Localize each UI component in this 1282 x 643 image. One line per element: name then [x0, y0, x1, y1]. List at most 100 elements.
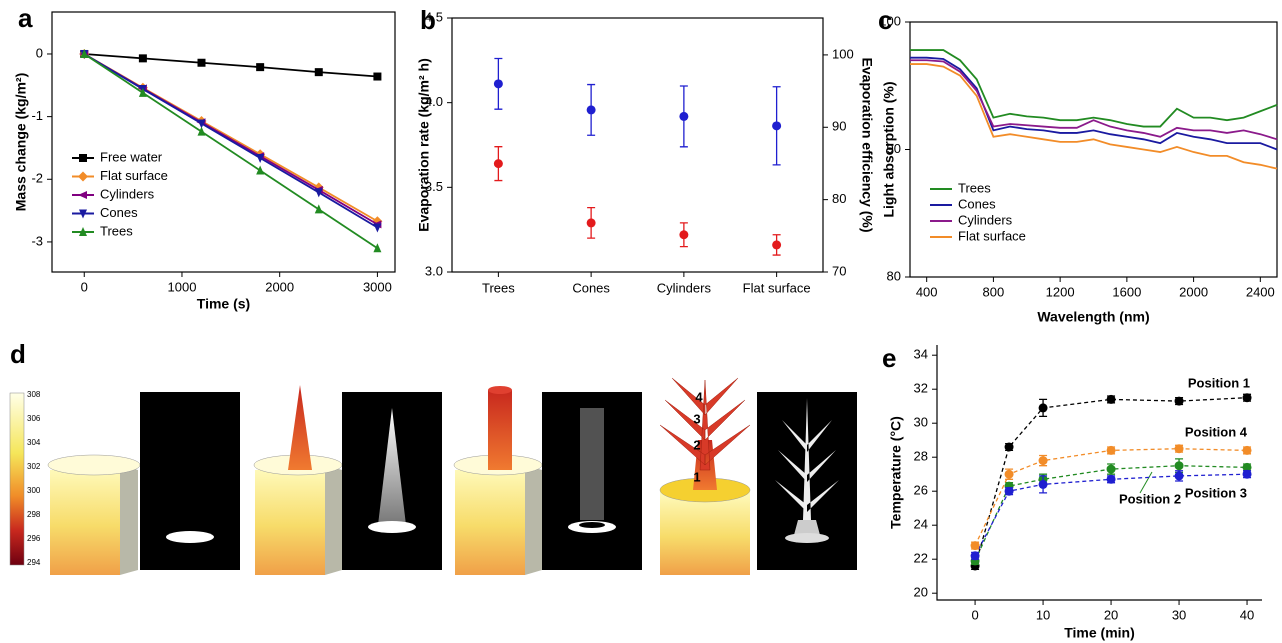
y-tick-label: 3.5: [425, 179, 443, 194]
y-tick-label: -2: [31, 171, 43, 186]
marker: [1106, 394, 1116, 404]
x-tick-label: 0: [81, 279, 88, 294]
legend-label: Cones: [958, 196, 996, 211]
connector-line: [974, 448, 1248, 546]
model-side: [120, 465, 138, 575]
marker: [970, 541, 980, 551]
marker: [1038, 403, 1048, 413]
model-body: [50, 465, 120, 575]
model-branches: [659, 377, 751, 471]
marker: [79, 227, 87, 236]
marker: [256, 165, 265, 175]
x-tick-label: Flat surface: [743, 280, 811, 295]
model-side: [325, 465, 342, 575]
legend-label: Free water: [100, 149, 163, 164]
colorbar-tick-label: 308: [27, 390, 41, 399]
model-cone: [288, 385, 312, 470]
connector-line: [974, 473, 1248, 557]
series-label: Position 2: [1119, 491, 1181, 506]
y-axis-title: Evaporation rate (kg/m² h): [416, 58, 432, 231]
x-axis-title: Time (s): [197, 296, 250, 312]
y-tick-label: 3.0: [425, 263, 443, 278]
marker: [1106, 464, 1116, 474]
y-axis-title: Temperature (°C): [888, 416, 904, 529]
model-side: [525, 465, 542, 575]
plot-frame: [451, 17, 824, 273]
x-tick-label: Trees: [482, 280, 515, 295]
marker: [314, 68, 323, 77]
render-shape: [794, 520, 820, 535]
colorbar-tick-label: 302: [27, 462, 41, 471]
y-tick-label: 4.5: [425, 9, 443, 24]
x-tick-label: Cones: [572, 280, 610, 295]
render-shape: [775, 398, 839, 520]
y2-axis-title: Evaporation efficiency (%): [859, 57, 875, 232]
series-label: Position 1: [1188, 375, 1250, 390]
series-line: [84, 53, 378, 78]
x-tick-label: 20: [1104, 607, 1118, 622]
legend-label: Cones: [100, 205, 138, 220]
marker: [1004, 469, 1014, 479]
position-marker: 2: [693, 437, 700, 452]
legend-label: Cylinders: [958, 212, 1013, 227]
marker: [79, 209, 87, 219]
x-tick-label: 0: [971, 607, 978, 622]
marker: [493, 159, 503, 169]
render-shape: [368, 521, 416, 533]
y-tick-label: -1: [31, 108, 43, 123]
marker: [1242, 393, 1252, 403]
series-label: Position 3: [1185, 485, 1247, 500]
x-tick-label: 2000: [265, 279, 294, 294]
marker: [1174, 461, 1184, 471]
panel-letter: a: [18, 3, 33, 33]
series-line: [910, 63, 1278, 170]
position-marker: 3: [693, 411, 700, 426]
x-tick-label: 400: [916, 284, 938, 299]
position-marker: 1: [693, 469, 700, 484]
legend-label: Flat surface: [100, 168, 168, 183]
marker: [1242, 462, 1252, 472]
model-body: [660, 490, 750, 575]
marker: [1004, 442, 1014, 452]
y-tick-label: 32: [914, 381, 928, 396]
model-top: [47, 454, 141, 476]
panel-letter: d: [10, 339, 26, 369]
x-tick-label: 1000: [168, 279, 197, 294]
marker: [772, 240, 782, 250]
y2-tick-label: 90: [832, 119, 846, 134]
colorbar-tick-label: 306: [27, 414, 41, 423]
y-tick-label: 20: [914, 585, 928, 600]
marker: [493, 79, 503, 89]
render: [140, 392, 240, 570]
y-tick-label: 4.0: [425, 94, 443, 109]
panel-letter: b: [420, 5, 436, 35]
x-tick-label: 800: [983, 284, 1005, 299]
y-tick-label: 24: [914, 517, 928, 532]
connector-line: [974, 397, 1248, 567]
render-shape: [580, 408, 604, 520]
model-cylinder: [488, 390, 512, 470]
legend-label: Cylinders: [100, 186, 155, 201]
series-line: [83, 53, 378, 249]
x-tick-label: 1600: [1112, 284, 1141, 299]
x-tick-label: 3000: [363, 279, 392, 294]
marker: [78, 171, 88, 182]
marker: [197, 126, 206, 136]
marker: [373, 223, 382, 233]
series-line: [910, 56, 1278, 151]
colorbar-tick-label: 294: [27, 558, 41, 567]
render-shape: [378, 408, 406, 525]
colorbar-tick-label: 298: [27, 510, 41, 519]
y-tick-label: 100: [879, 13, 901, 28]
model-cylinder-top: [488, 386, 512, 394]
model-body: [455, 465, 525, 575]
marker: [80, 48, 89, 58]
marker: [314, 204, 323, 214]
legend-label: Trees: [958, 180, 991, 195]
x-axis-title: Wavelength (nm): [1037, 309, 1149, 325]
y-tick-label: 34: [914, 347, 928, 362]
y-tick-label: 28: [914, 449, 928, 464]
marker: [373, 243, 382, 253]
